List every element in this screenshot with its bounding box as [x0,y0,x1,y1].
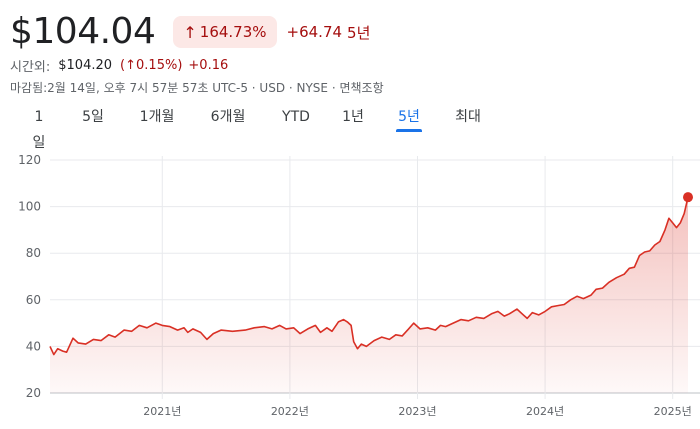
x-tick-label: 2021년 [143,405,181,418]
tab-6m[interactable]: 6개월 [210,109,246,125]
change-absolute: +64.74 [286,23,343,41]
tab-ytd[interactable]: YTD [282,109,310,125]
price-chart[interactable]: 20 40 60 80 100 120 2021년 2022년 2023년 2024년 2025년 [0,140,700,429]
price-line [49,197,689,356]
y-tick-label: 80 [26,246,41,260]
after-hours-price: $104.20 [58,57,113,73]
x-tick-label: 2022년 [271,405,309,418]
y-tick-label: 60 [26,293,41,307]
market-status-line: 마감됨:2월 14일, 오후 7시 57분 57초 UTC-5 · USD · … [10,81,384,95]
y-tick-label: 100 [18,200,41,214]
y-tick-label: 20 [26,386,41,400]
price-area [50,197,688,393]
y-tick-label: 40 [26,339,41,353]
after-hours-label: 시간외: [10,59,51,75]
after-hours-change-percent: (↑0.15%) [120,57,183,73]
tab-max[interactable]: 최대 [455,109,481,125]
current-price: $104.04 [10,11,156,52]
tab-1d[interactable]: 1일 [32,109,46,151]
tab-1m[interactable]: 1개월 [139,109,175,125]
y-tick-label: 120 [18,153,41,167]
tab-5y[interactable]: 5년 [396,104,422,132]
last-price-dot [683,192,693,203]
after-hours-row: 시간외: $104.20 (↑0.15%) +0.16 [10,55,228,75]
y-axis: 20 40 60 80 100 120 [18,153,41,400]
change-period: 5년 [347,23,371,42]
x-tick-label: 2025년 [654,405,692,418]
quote-header: $104.04 ↑ 164.73% +64.74 5년 [10,10,370,54]
range-tabs: 1일 5일 1개월 6개월 YTD 1년 5년 최대 [0,104,700,151]
after-hours-change-absolute: +0.16 [188,57,229,73]
tab-5d[interactable]: 5일 [82,109,104,125]
tab-1y[interactable]: 1년 [342,109,364,125]
change-percent: 164.73% [199,23,267,41]
arrow-up-icon: ↑ [125,57,137,73]
arrow-up-icon: ↑ [183,22,197,42]
after-hours-change-percent-value: 0.15% [136,57,178,73]
x-axis: 2021년 2022년 2023년 2024년 2025년 [143,405,692,418]
change-percent-badge: ↑ 164.73% [173,16,277,48]
x-tick-label: 2023년 [398,405,436,418]
x-tick-label: 2024년 [526,405,564,418]
price-chart-svg[interactable]: 20 40 60 80 100 120 2021년 2022년 2023년 2024년 2025년 [0,140,700,429]
